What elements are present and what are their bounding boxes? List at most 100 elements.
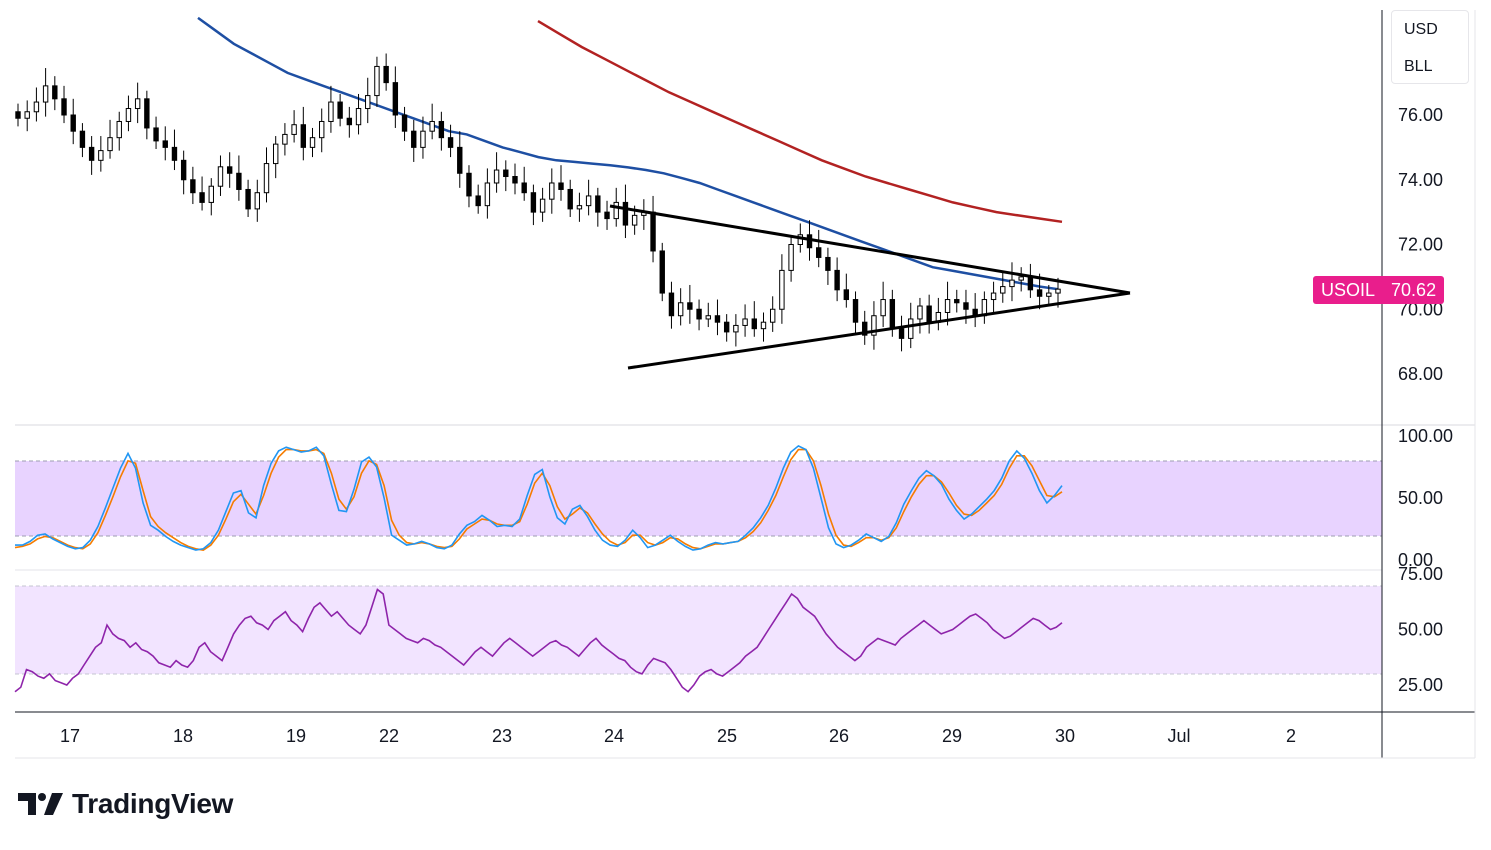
stoch-tick-label: 0.00: [1398, 550, 1433, 570]
price-axis[interactable]: 76.00 74.00 72.00 70.00 68.00: [1398, 105, 1443, 384]
time-axis[interactable]: 17 18 19 22 23 24 25 26 29 30 Jul 2: [60, 726, 1296, 746]
candle-body: [595, 195, 601, 213]
candle-body: [226, 166, 233, 174]
candle-body: [493, 169, 500, 184]
time-tick-label: 26: [829, 726, 849, 746]
candle-body: [52, 85, 58, 100]
stoch-axis[interactable]: 100.00 50.00 0.00: [1398, 426, 1453, 570]
currency-label[interactable]: USD: [1404, 21, 1438, 38]
stoch-tick-label: 50.00: [1398, 488, 1443, 508]
candle-body: [33, 101, 40, 113]
candle-body: [447, 137, 454, 148]
candle-body: [852, 299, 859, 323]
triangle-upper-trendline[interactable]: [609, 204, 1131, 295]
candle-body: [42, 85, 49, 103]
candle-body: [788, 244, 794, 271]
candle-body: [107, 137, 113, 152]
candle-body: [383, 65, 389, 84]
candle-body: [319, 120, 325, 139]
candle-body: [411, 130, 417, 148]
candle-body: [484, 182, 491, 207]
candle-body: [926, 305, 932, 323]
stochastic-pane[interactable]: [14, 444, 1063, 551]
time-tick-label: 18: [173, 726, 193, 746]
candle-body: [558, 182, 564, 190]
candle-body: [696, 308, 702, 320]
candle-body: [245, 188, 251, 210]
candle-body: [733, 324, 739, 333]
stoch-k-line: [15, 444, 1063, 551]
candle-body: [190, 179, 196, 194]
candle-body: [61, 98, 67, 116]
candle-body: [475, 195, 481, 207]
candle-body: [466, 172, 472, 197]
candle-body: [1000, 286, 1006, 294]
candle-body: [1055, 288, 1061, 294]
candle-body: [512, 176, 518, 184]
candle-body: [705, 315, 711, 320]
price-tick-label: 74.00: [1398, 170, 1443, 190]
candle-body: [742, 318, 748, 326]
candle-body: [355, 108, 362, 126]
candle-body: [650, 211, 656, 252]
candle-body: [585, 195, 592, 207]
candle-body: [954, 299, 960, 304]
candle-body: [1027, 276, 1034, 291]
candle-body: [300, 124, 307, 148]
candle-body: [116, 120, 122, 139]
price-pane[interactable]: [15, 16, 1131, 370]
price-tick-label: 70.00: [1398, 299, 1443, 319]
candle-body: [70, 114, 76, 132]
candle-body: [328, 101, 334, 122]
time-tick-label: 24: [604, 726, 624, 746]
price-tick-label: 72.00: [1398, 235, 1443, 255]
candle-body: [944, 299, 951, 313]
triangle-lower-trendline[interactable]: [627, 291, 1131, 370]
tradingview-logo[interactable]: TradingView: [18, 788, 233, 820]
candle-body: [392, 82, 399, 116]
candle-body: [1009, 279, 1015, 288]
candle-body: [438, 120, 445, 139]
stoch-tick-label: 100.00: [1398, 426, 1453, 446]
candle-body: [503, 169, 509, 178]
candle-body: [337, 101, 343, 119]
candle-body: [236, 172, 242, 190]
currency-unit-selector[interactable]: USD BLL: [1391, 10, 1469, 84]
time-tick-label: Jul: [1167, 726, 1190, 746]
candle-body: [153, 127, 159, 142]
candle-body: [779, 269, 785, 310]
candle-body: [880, 299, 886, 317]
candle-body: [760, 321, 767, 330]
candle-body: [144, 98, 150, 129]
current-price-tag: USOIL 70.62: [1313, 276, 1445, 304]
rsi-tick-label: 25.00: [1398, 675, 1443, 695]
candle-body: [567, 188, 573, 210]
candle-body: [604, 211, 610, 220]
candle-body: [898, 328, 905, 339]
candle-body: [24, 111, 30, 119]
price-tag-symbol: USOIL: [1321, 279, 1376, 300]
time-tick-label: 29: [942, 726, 962, 746]
candle-body: [15, 111, 21, 119]
tradingview-logo-icon: [18, 793, 63, 815]
rsi-pane[interactable]: [14, 588, 1063, 693]
rsi-axis[interactable]: 75.00 50.00 25.00: [1398, 564, 1443, 695]
unit-label[interactable]: BLL: [1404, 58, 1433, 75]
candle-body: [622, 201, 629, 226]
candle-body: [346, 117, 353, 126]
candle-body: [420, 130, 426, 148]
candle-body: [171, 146, 178, 161]
candle-body: [180, 159, 187, 181]
candle-body: [162, 140, 168, 148]
symmetrical-triangle-drawing[interactable]: [609, 204, 1131, 370]
candle-body: [751, 318, 757, 330]
candle-body: [843, 289, 850, 301]
candle-body: [125, 108, 132, 122]
candle-body: [217, 166, 224, 187]
candle-body: [401, 114, 408, 132]
candle-body: [521, 182, 527, 194]
price-tick-label: 76.00: [1398, 105, 1443, 125]
candle-body: [1036, 289, 1043, 297]
candle-body: [208, 185, 214, 203]
